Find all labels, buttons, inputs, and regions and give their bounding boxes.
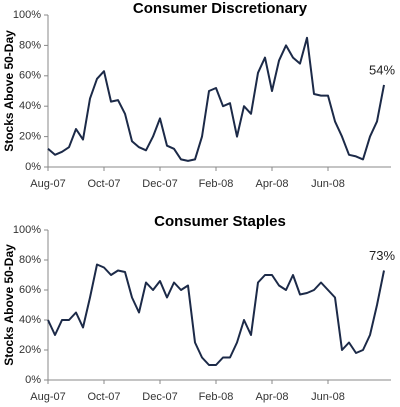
- y-tick-label: 100%: [13, 9, 41, 21]
- y-tick-label: 40%: [19, 100, 41, 112]
- y-tick-label: 80%: [19, 254, 41, 266]
- x-tick-label: Aug-07: [30, 391, 65, 403]
- x-tick-label: Aug-07: [30, 178, 65, 190]
- x-tick-label: Jun-08: [311, 391, 345, 403]
- x-tick-label: Jun-08: [311, 178, 345, 190]
- x-tick-label: Oct-07: [87, 391, 120, 403]
- annotation: 73%: [369, 248, 395, 263]
- y-tick-label: 0%: [25, 161, 41, 173]
- y-tick-label: 40%: [19, 314, 41, 326]
- y-axis-label: Stocks Above 50-Day: [2, 244, 16, 366]
- series-line: [47, 36, 385, 162]
- y-tick-label: 80%: [19, 39, 41, 51]
- y-tick-label: 20%: [19, 344, 41, 356]
- x-tick-label: Dec-07: [142, 178, 177, 190]
- y-tick-label: 60%: [19, 284, 41, 296]
- y-axis-label: Stocks Above 50-Day: [2, 30, 16, 152]
- y-tick-label: 20%: [19, 131, 41, 143]
- annotation: 54%: [369, 62, 395, 77]
- x-tick-label: Apr-08: [255, 178, 288, 190]
- x-tick-label: Feb-08: [199, 178, 234, 190]
- chart-title: Consumer Discretionary: [133, 0, 308, 17]
- x-tick-label: Oct-07: [87, 178, 120, 190]
- y-tick-label: 0%: [25, 374, 41, 386]
- y-tick-label: 100%: [13, 224, 41, 236]
- y-tick-label: 60%: [19, 70, 41, 82]
- series-line: [47, 263, 385, 366]
- x-tick-label: Feb-08: [199, 391, 234, 403]
- chart-title: Consumer Staples: [154, 213, 286, 230]
- x-tick-label: Dec-07: [142, 391, 177, 403]
- x-tick-label: Apr-08: [255, 391, 288, 403]
